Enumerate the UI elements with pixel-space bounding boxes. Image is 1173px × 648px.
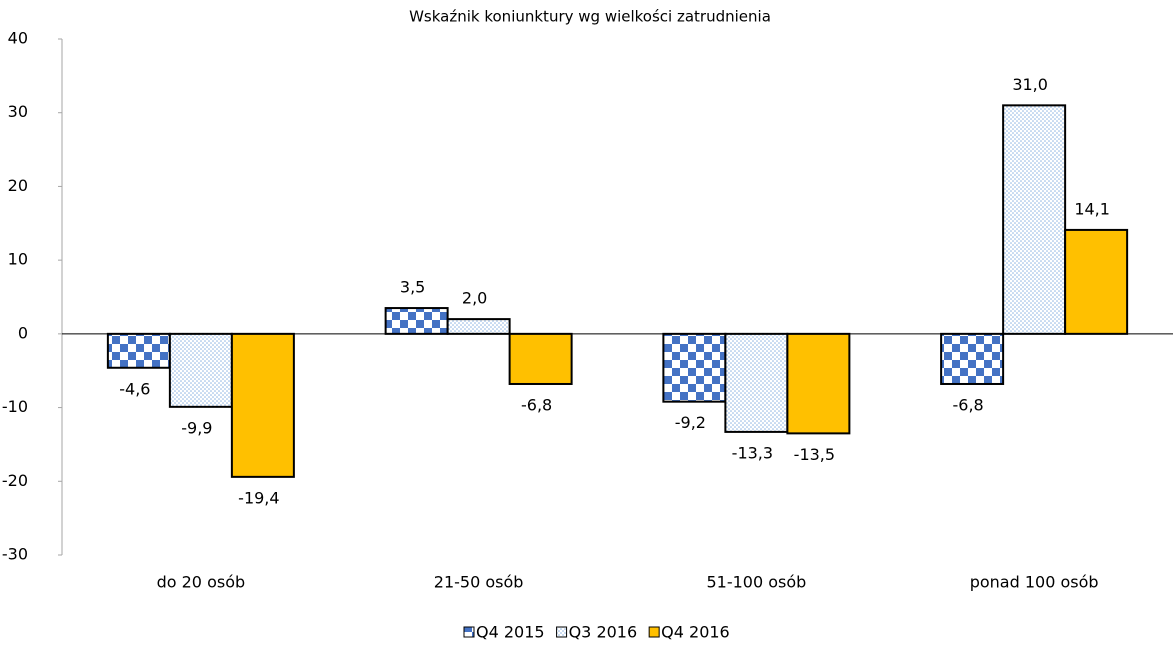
- data-label: 3,5: [400, 278, 425, 297]
- legend-label: Q3 2016: [569, 623, 638, 642]
- bar: [940, 332, 1005, 385]
- data-label: 14,1: [1074, 199, 1110, 218]
- x-tick-label: 51-100 osób: [706, 573, 806, 592]
- legend-swatch: [556, 626, 568, 638]
- bar: [384, 307, 449, 335]
- data-label: -9,2: [675, 413, 706, 432]
- bar: [508, 332, 573, 385]
- x-tick-label: 21-50 osób: [434, 573, 524, 592]
- y-tick-label: 20: [8, 176, 28, 195]
- data-label: -19,4: [238, 488, 279, 507]
- data-label: -4,6: [119, 379, 150, 398]
- bar: [786, 332, 851, 435]
- x-tick-label: ponad 100 osób: [970, 573, 1099, 592]
- data-label: -9,9: [181, 418, 212, 437]
- legend-swatch: [648, 626, 660, 638]
- bar: [168, 332, 233, 408]
- bar: [1064, 228, 1129, 335]
- y-tick-label: 0: [18, 323, 28, 342]
- data-label: -6,8: [521, 395, 552, 414]
- chart-title: Wskaźnik koniunktury wg wielkości zatrud…: [409, 8, 771, 26]
- data-label: -13,3: [732, 443, 773, 462]
- x-tick-label: do 20 osób: [157, 573, 246, 592]
- data-label: 2,0: [462, 289, 487, 308]
- bar: [446, 318, 511, 335]
- legend-label: Q4 2015: [476, 623, 545, 642]
- data-label: 31,0: [1012, 75, 1048, 94]
- bar: [724, 332, 789, 433]
- y-tick-label: 30: [8, 102, 28, 121]
- y-tick-label: -30: [2, 545, 28, 564]
- y-tick-label: 40: [8, 29, 28, 48]
- data-label: -13,5: [794, 445, 835, 464]
- data-label: -6,8: [953, 395, 984, 414]
- bar: [230, 332, 295, 478]
- legend-swatch: [463, 626, 475, 638]
- bar: [662, 332, 727, 403]
- y-tick-label: -20: [2, 471, 28, 490]
- y-tick-label: -10: [2, 397, 28, 416]
- bar: [1002, 104, 1067, 335]
- legend-label: Q4 2016: [661, 623, 730, 642]
- y-tick-label: 10: [8, 250, 28, 269]
- bar: [106, 332, 171, 369]
